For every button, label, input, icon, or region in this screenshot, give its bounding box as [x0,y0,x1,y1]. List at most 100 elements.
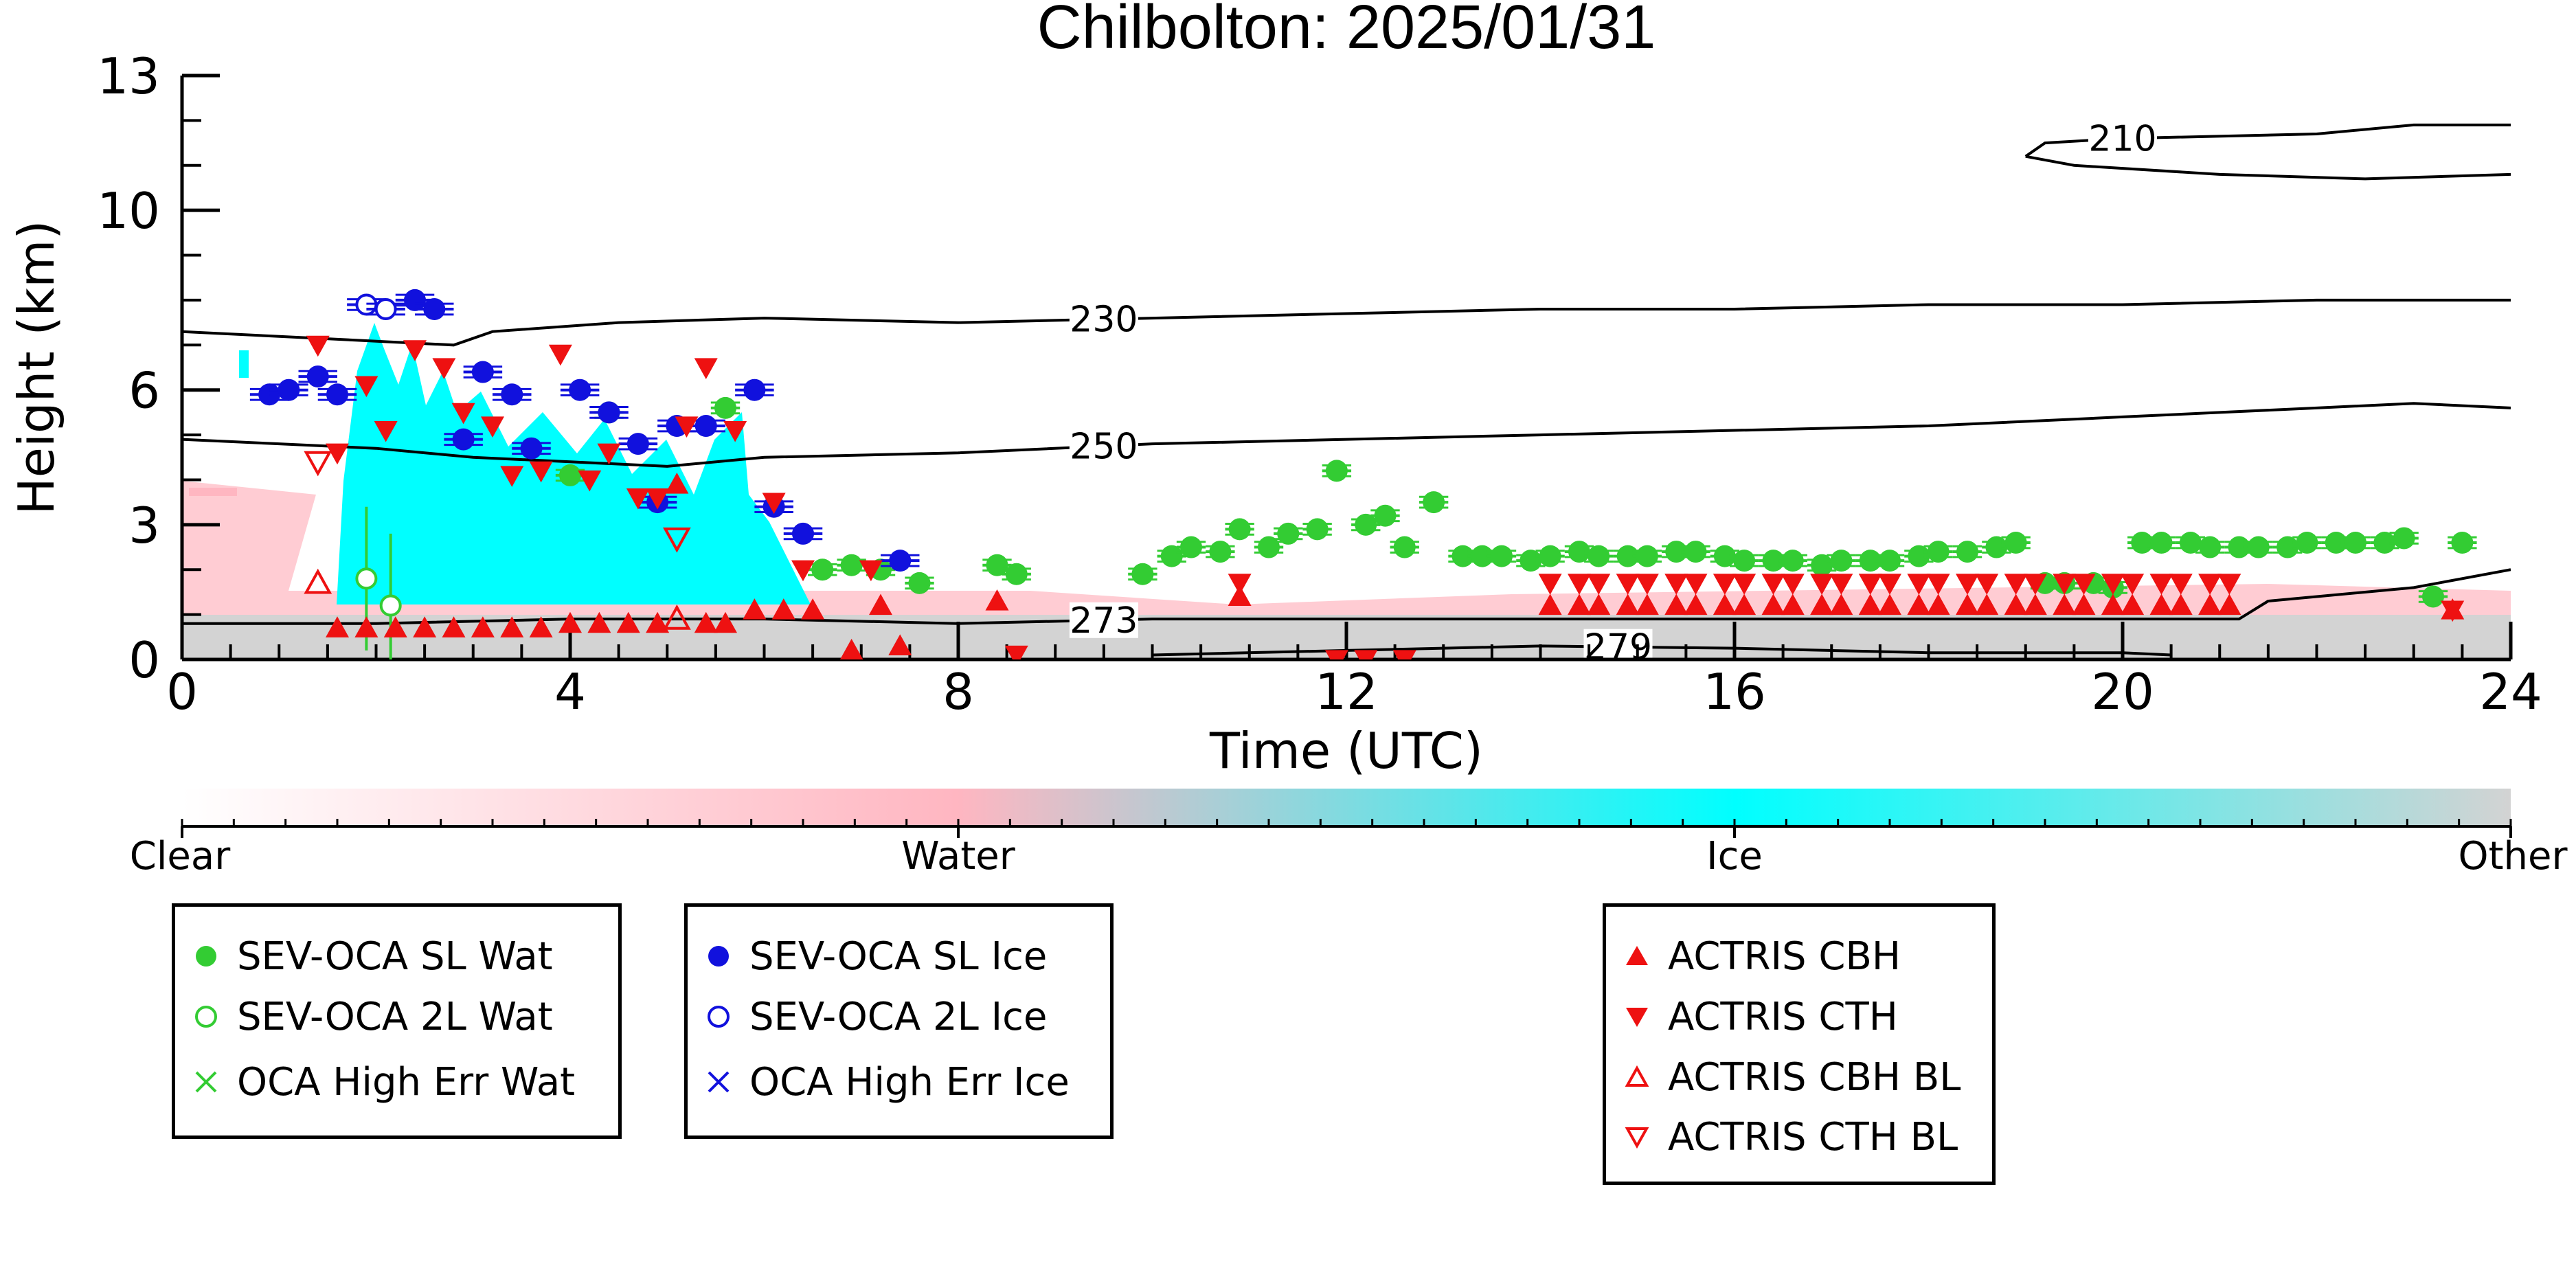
sl-ice-point [792,522,814,545]
cth-point [2198,574,2222,595]
cbh-point [558,611,582,633]
cbh-point [1228,585,1252,607]
sl-ice-point [452,428,475,451]
sl-wat-point [1539,545,1561,567]
cbh-point [1664,594,1688,615]
cbh-point [1616,594,1640,615]
cth-point [2101,574,2125,595]
cth-point [1926,574,1950,595]
cbh-point [2121,594,2145,615]
cbh-point [616,611,640,633]
cth-point [1829,574,1853,595]
cbh-point [694,611,718,633]
legend-label: SEV-OCA 2L Ice [749,994,1048,1039]
cth-point [1664,574,1688,595]
cbh-point [2023,594,2047,615]
cth-point [1810,574,1834,595]
legend-label: SEV-OCA 2L Wat [237,994,553,1039]
contour-label: 210 [2088,119,2156,160]
cbh-point [587,611,611,633]
sl-ice-point [569,379,591,401]
cth-point [1392,650,1416,659]
cbh-point [1635,594,1659,615]
sl-wat-point [714,396,736,419]
cth-point [1956,574,1979,595]
x-tick-label: 12 [1315,663,1378,721]
contour-line-210 [2025,155,2511,181]
triangle-up-icon [1606,942,1668,970]
contour-label-bg [1069,602,1138,638]
sl-wat-point [1258,536,1280,558]
sl-ice-point [306,365,329,388]
cth-point [1228,574,1252,595]
y-tick-label: 13 [97,47,160,105]
sl-wat-point [1781,550,1804,572]
triangle-down-icon [1606,1003,1668,1030]
cth-point [694,358,718,379]
cbh-point [714,611,737,633]
cbh-point [1684,594,1708,615]
y-tick-label: 3 [128,497,160,554]
cloud-mask-ice-small [239,350,249,378]
sl-wat-point [1393,536,1416,558]
sl-wat-point [1325,460,1348,482]
cth-point [675,416,699,438]
sl-wat-point [1306,518,1329,541]
sl-wat-point [1180,536,1202,558]
cbh-point [1587,594,1611,615]
cth-bl-point [304,451,332,477]
y-tick-label: 10 [97,182,160,240]
sl-wat-point [2422,585,2444,608]
cth-point [2217,574,2241,595]
x-tick-label: 4 [554,663,586,721]
cth-point [481,416,504,438]
cth-point [548,344,572,366]
cbh-point [1761,594,1785,615]
cbh-point [1732,594,1756,615]
2l-wat-point [379,594,402,617]
cth-point [1635,574,1659,595]
legend-item: ACTRIS CTH BL [1606,1115,1958,1160]
cbh-point [354,616,379,637]
sl-wat-point [1956,541,1978,563]
cth-point [1975,574,1999,595]
x-tick-label: 0 [166,663,198,721]
contour-label-bg [2088,120,2157,157]
contour-labels: 210 230 250 273 279 [1069,119,2157,668]
cth-bl-point [662,527,691,553]
cth-point [2004,574,2028,595]
contour-label-bg [1069,428,1138,464]
cbh-point [471,616,495,637]
sl-wat-point [1160,545,1183,567]
legend-item: ACTRIS CTH [1606,994,1898,1039]
cbh-bl-point [662,605,691,630]
sl-ice-point [326,383,348,406]
cbh-point [2169,594,2193,615]
cth-point [2053,574,2077,595]
cbh-point [743,598,767,620]
y-tick-label: 0 [128,631,160,689]
cth-point [529,461,553,483]
legend-label: SEV-OCA SL Ice [749,934,1048,979]
sl-wat-point [1209,541,1232,563]
sl-ice-point [694,415,717,437]
sl-ice-point [501,383,523,406]
cbh-point [1810,594,1834,615]
cth-point [791,560,815,582]
cth-point [1878,574,1901,595]
open-triangle-down-icon [1606,1123,1668,1151]
open-triangle-up-icon [1606,1063,1668,1091]
sl-ice-point [278,379,300,401]
contour-label: 230 [1070,300,1138,341]
cth-point [1713,574,1737,595]
cth-point [1907,574,1931,595]
cth-point [500,466,524,487]
cbh-point [1538,594,1562,615]
contour-label: 279 [1584,627,1652,668]
sl-wat-point [1879,550,1901,572]
sl-wat-point [2199,536,2222,558]
cth-point [1538,574,1562,595]
cth-point [1684,574,1708,595]
legend-actris: ACTRIS CBH ACTRIS CTH ACTRIS CBH BL ACTR… [1603,903,1996,1185]
legend-label: ACTRIS CTH [1668,994,1898,1039]
